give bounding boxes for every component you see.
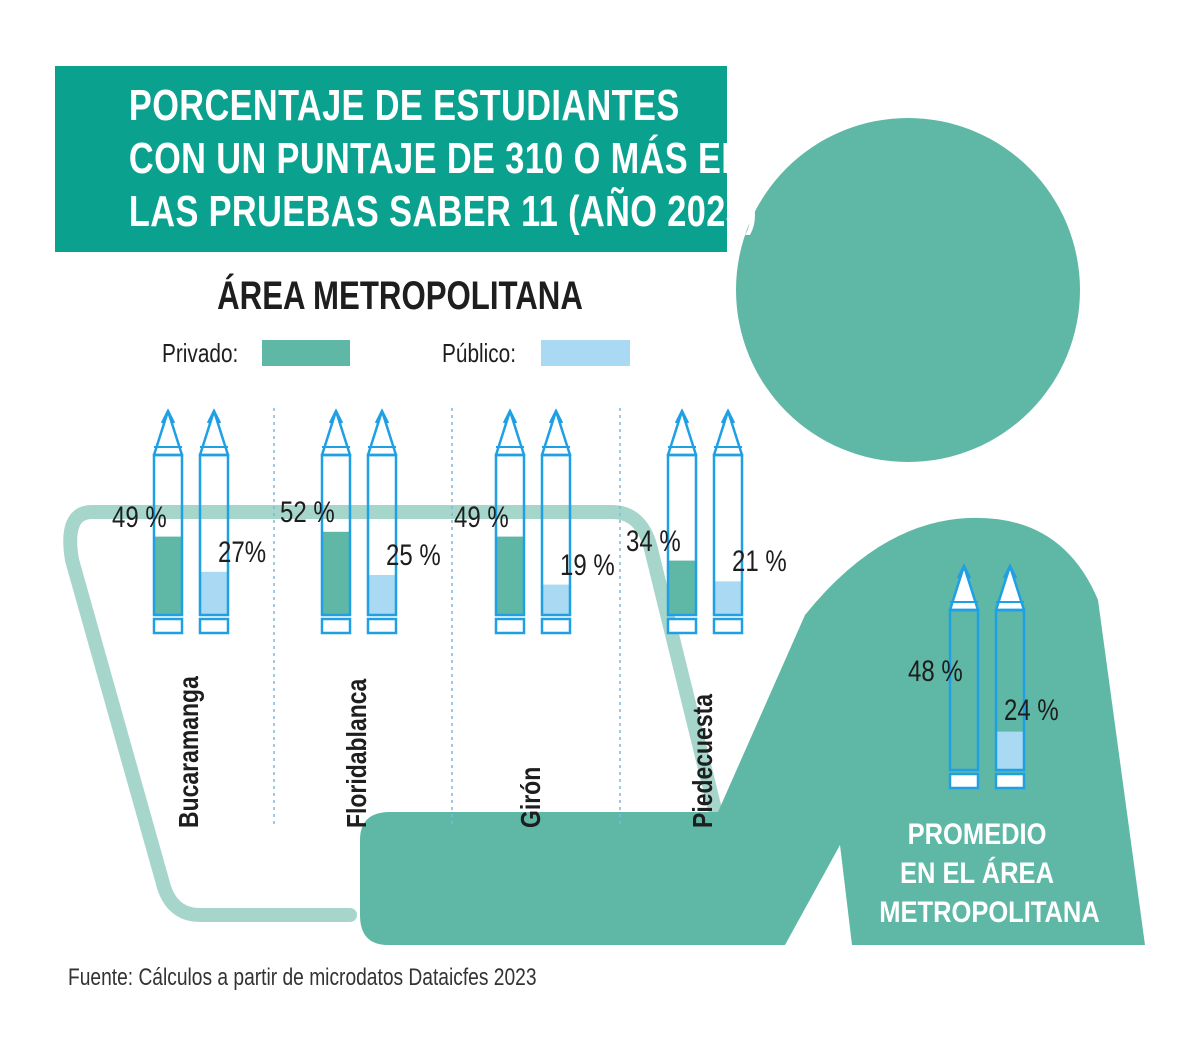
pencil-publico-4-fill <box>714 581 742 615</box>
pencil-publico-4-tip <box>712 409 744 457</box>
pencil-average-privado-body <box>948 608 980 772</box>
pencil-privado-4-body <box>666 453 698 617</box>
pencil-publico-2-point <box>374 408 390 424</box>
pencil-privado-1-cap <box>152 617 184 635</box>
value-label-privado-4: 34 % <box>626 524 681 558</box>
pencil-privado-3-fill <box>496 536 524 615</box>
chart-title-line-3: LAS PRUEBAS SABER 11 (AÑO 2023) <box>128 187 758 236</box>
pencil-average-privado-tip <box>948 564 980 612</box>
pencil-privado-4-tip <box>666 409 698 457</box>
pencil-average-publico-fill <box>996 731 1024 770</box>
pencil-publico-2-fill <box>368 575 396 615</box>
legend-label-publico: Público: <box>442 338 516 368</box>
value-label-privado-3: 49 % <box>454 500 509 534</box>
pencil-privado-3-cap <box>494 617 526 635</box>
pencil-publico-4 <box>712 408 744 635</box>
pencil-publico-4-point <box>720 408 736 424</box>
title-box: PORCENTAJE DE ESTUDIANTES CON UN PUNTAJE… <box>55 66 758 252</box>
pencil-average-privado-fill <box>950 693 978 770</box>
pencil-publico-2-tip <box>366 409 398 457</box>
category-label-1: Bucaramanga <box>173 676 204 828</box>
pencil-average-publico <box>994 563 1026 790</box>
pencil-average-privado-point <box>956 563 972 579</box>
pencil-privado-1-point <box>160 408 176 424</box>
value-label-publico-2: 25 % <box>386 539 441 572</box>
pencil-publico-1 <box>198 408 230 635</box>
value-label-publico-3: 19 % <box>560 548 615 582</box>
pencil-publico-4-cap <box>712 617 744 635</box>
value-label-privado-2: 52 % <box>280 495 335 529</box>
average-caption-line-1: PROMEDIO <box>907 818 1047 851</box>
pencil-average-publico-cap <box>994 772 1026 790</box>
pencil-privado-2-fill <box>322 531 350 615</box>
pencil-average-publico-body <box>994 608 1026 772</box>
pencil-privado-3-tip <box>494 409 526 457</box>
value-label-publico-4: 21 % <box>732 545 787 579</box>
pencil-publico-1-body <box>198 453 230 617</box>
value-label-publico-1: 27% <box>218 535 267 569</box>
legend-label-privado: Privado: <box>162 338 239 368</box>
value-label-average-privado: 48 % <box>908 655 963 689</box>
average-caption-line-2: EN EL ÁREA <box>900 857 1054 890</box>
pencil-publico-3-cap <box>540 617 572 635</box>
pencil-privado-3-body <box>494 453 526 617</box>
pencil-average-privado-cap <box>948 772 980 790</box>
pencil-privado-2-body <box>320 453 352 617</box>
pencil-privado-1-tip <box>152 409 184 457</box>
pencil-privado-1-body <box>152 453 184 617</box>
value-label-average-publico: 24 % <box>1004 693 1059 727</box>
pencil-average-publico-tip <box>994 564 1026 612</box>
figure-head <box>736 118 1080 462</box>
category-label-2: Floridablanca <box>341 678 372 828</box>
pencil-privado-4 <box>666 408 698 635</box>
pencil-publico-1-cap <box>198 617 230 635</box>
pencil-privado-2 <box>320 408 352 635</box>
figure-arm-loop <box>63 505 732 922</box>
pencil-average-privado <box>948 563 980 790</box>
pencil-publico-2 <box>366 408 398 635</box>
pencil-privado-1 <box>152 408 184 635</box>
pencil-privado-4-fill <box>668 560 696 615</box>
pencil-publico-2-body <box>366 453 398 617</box>
pencil-privado-2-cap <box>320 617 352 635</box>
legend-swatch-privado <box>262 340 350 366</box>
chart-title-line-2: CON UN PUNTAJE DE 310 O MÁS EN <box>128 134 747 183</box>
chart-title-line-1: PORCENTAJE DE ESTUDIANTES <box>128 81 680 130</box>
average-caption-line-3: METROPOLITANA <box>879 896 1100 929</box>
pencil-publico-3-point <box>548 408 564 424</box>
chart-subtitle: ÁREA METROPOLITANA <box>217 274 583 318</box>
pencil-publico-1-tip <box>198 409 230 457</box>
legend-swatch-publico <box>541 340 630 366</box>
category-label-4: Piedecuesta <box>687 693 718 828</box>
pencil-privado-3-point <box>502 408 518 424</box>
pencil-privado-4-point <box>674 408 690 424</box>
pencil-average-publico-point <box>1002 563 1018 579</box>
pencil-publico-1-fill <box>200 571 228 615</box>
pencil-privado-1-fill <box>154 536 182 615</box>
pencil-privado-4-cap <box>666 617 698 635</box>
pencil-publico-3-tip <box>540 409 572 457</box>
pencil-privado-2-tip <box>320 409 352 457</box>
category-label-3: Girón <box>515 766 546 828</box>
source-note: Fuente: Cálculos a partir de microdatos … <box>68 964 537 991</box>
pencil-publico-1-point <box>206 408 222 424</box>
pencil-publico-3 <box>540 408 572 635</box>
pencil-publico-2-cap <box>366 617 398 635</box>
pencil-publico-4-body <box>712 453 744 617</box>
value-label-privado-1: 49 % <box>112 500 167 534</box>
average-caption: PROMEDIO EN EL ÁREA METROPOLITANA <box>879 815 1100 932</box>
pencil-privado-2-point <box>328 408 344 424</box>
pencil-privado-3 <box>494 408 526 635</box>
pencil-publico-3-body <box>540 453 572 617</box>
pencil-publico-3-fill <box>542 584 570 615</box>
